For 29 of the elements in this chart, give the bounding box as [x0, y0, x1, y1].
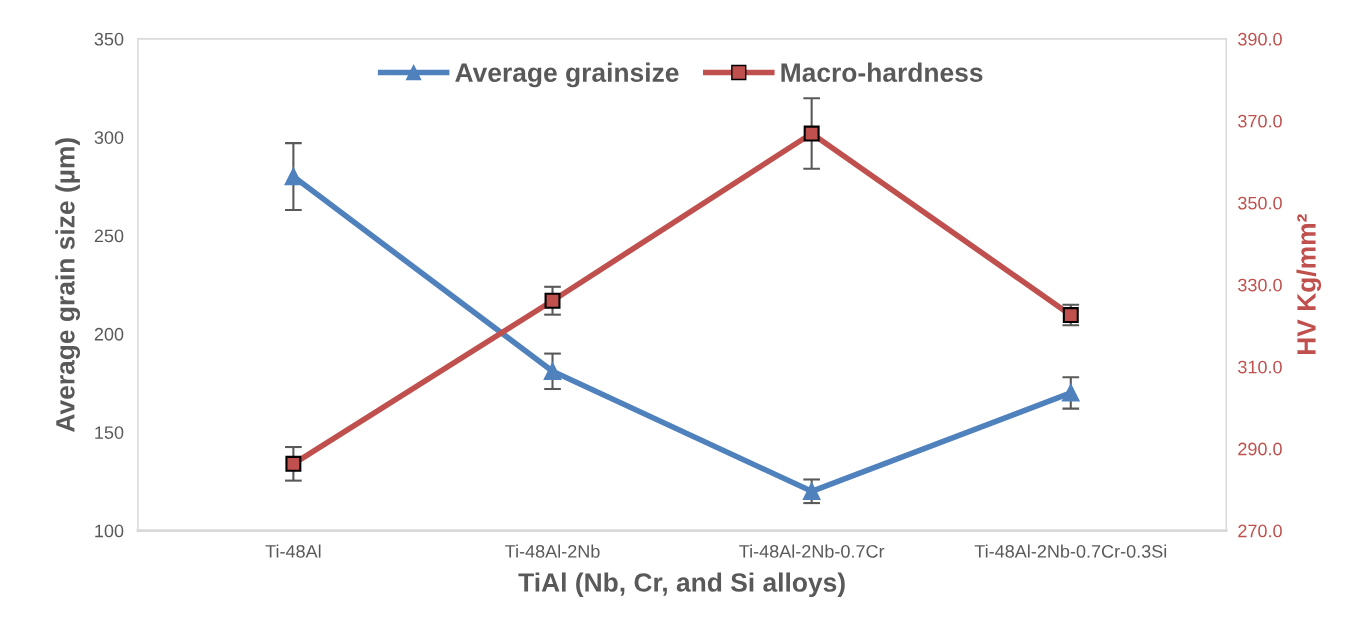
x-tick-label: Ti-48Al: [265, 544, 321, 558]
y-tick-label: 150: [95, 426, 124, 439]
y2-tick-label: 310.0: [1238, 360, 1282, 374]
point: [1062, 384, 1080, 402]
y2-tick-label: 350.0: [1238, 196, 1282, 210]
x-axis-title: TiAl (Nb, Cr, and Si alloys): [518, 572, 845, 598]
y2-tick-label: 270.0: [1238, 524, 1282, 538]
y-tick-label: 350: [94, 32, 124, 46]
point: [544, 292, 561, 309]
x-tick-label: Ti-48Al-2Nb-0.7Cr: [739, 544, 885, 558]
legend-label: Average grainsize: [455, 62, 679, 88]
y2-tick-label: 330.0: [1238, 278, 1282, 292]
x-tick-label: Ti-48Al-2Nb: [505, 544, 600, 558]
x-tick-label: Ti-48Al-2Nb-0.7Cr-0.3Si: [974, 544, 1167, 558]
point: [285, 455, 302, 472]
y-tick-label: 200: [94, 327, 124, 341]
point: [803, 125, 820, 142]
y-tick-label: 100: [95, 524, 124, 538]
legend-label: Macro-hardness: [781, 62, 983, 82]
y-tick-label: 250: [94, 229, 124, 243]
point: [802, 482, 821, 500]
y-axis-title: Average grain size (µm): [55, 138, 80, 432]
y2-axis-title: HV Kg/mm²: [1296, 214, 1322, 355]
y2-tick-label: 390.0: [1238, 32, 1282, 46]
point: [543, 362, 562, 380]
y2-tick-label: 290.0: [1238, 442, 1282, 456]
y-tick-label: 300: [94, 131, 124, 144]
point: [284, 167, 303, 186]
y2-tick-label: 370.0: [1238, 114, 1282, 128]
